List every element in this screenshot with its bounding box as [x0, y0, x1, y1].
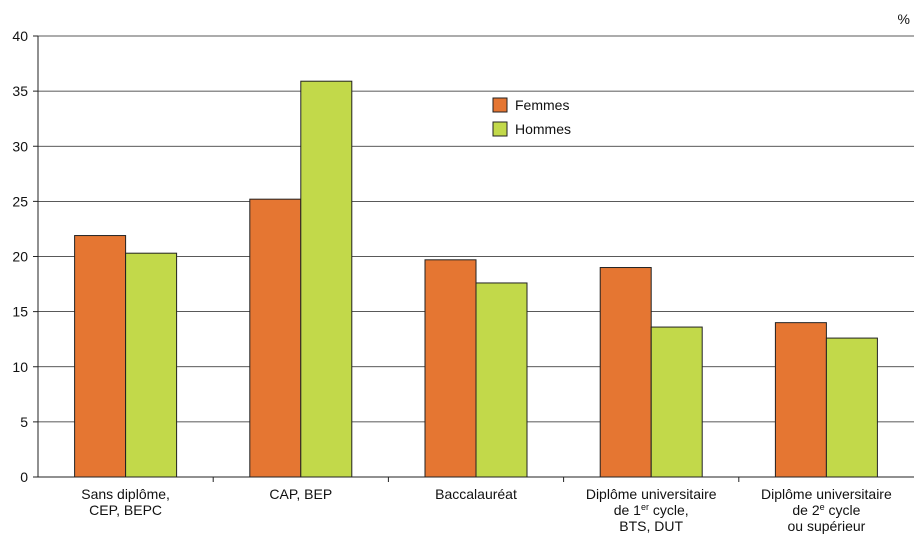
- y-tick-label: 20: [12, 249, 28, 265]
- bars: [74, 80, 878, 478]
- legend-swatch-femmes: [492, 97, 508, 113]
- y-tick-label: 0: [20, 469, 28, 485]
- bar-hommes: [475, 282, 528, 478]
- legend-label-femmes: Femmes: [515, 97, 569, 113]
- legend-swatch-hommes: [492, 121, 508, 137]
- bar-femmes: [599, 267, 652, 478]
- axes: [37, 36, 914, 482]
- y-tick-labels: 0 5 10 15 20 25 30 35 40: [12, 28, 28, 485]
- bar-hommes: [300, 80, 353, 478]
- y-tick-label: 35: [12, 83, 28, 99]
- y-tick-label: 40: [12, 28, 28, 44]
- bar-femmes: [774, 322, 827, 478]
- bar-femmes: [74, 235, 127, 478]
- legend: Femmes Hommes: [492, 97, 571, 137]
- x-category-label: Sans diplôme, CEP, BEPC: [81, 486, 170, 518]
- bar-hommes: [825, 337, 878, 478]
- y-tick-label: 25: [12, 193, 28, 209]
- unit-label: %: [898, 11, 910, 27]
- x-category-label: Diplôme universitaire de 2e cycle ou supér…: [761, 486, 892, 534]
- y-tick-label: 15: [12, 304, 28, 320]
- y-tick-label: 5: [20, 414, 28, 430]
- x-category-label: CAP, BEP: [269, 486, 332, 502]
- x-category-label: Baccalauréat: [435, 486, 517, 502]
- y-tick-label: 10: [12, 359, 28, 375]
- x-category-labels: Sans diplôme, CEP, BEPC CAP, BEP Baccalauré…: [81, 486, 892, 534]
- bar-femmes: [249, 198, 302, 478]
- bar-hommes: [650, 326, 703, 478]
- bar-femmes: [424, 259, 477, 478]
- bar-hommes: [125, 252, 178, 478]
- x-category-label: Diplôme universitaire de 1er cycle, BTS, D…: [586, 486, 717, 534]
- legend-label-hommes: Hommes: [515, 121, 571, 137]
- y-tick-label: 30: [12, 138, 28, 154]
